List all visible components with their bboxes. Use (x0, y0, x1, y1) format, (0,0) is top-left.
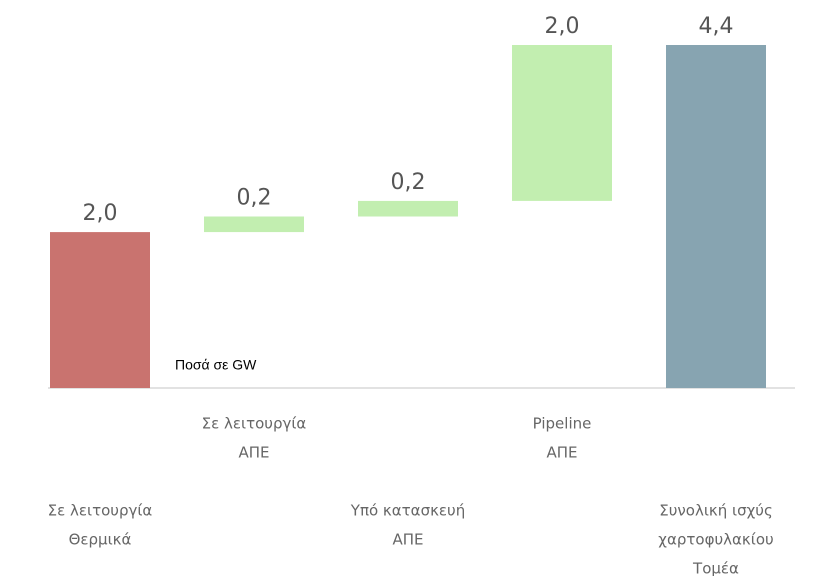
bar (512, 45, 612, 201)
bar (50, 232, 150, 388)
bar (666, 45, 766, 388)
value-label: 0,2 (391, 170, 426, 195)
value-label: 2,0 (83, 201, 118, 226)
category-label: Σε λειτουργία (48, 502, 153, 520)
bar (358, 200, 458, 217)
category-label: ΑΠΕ (392, 531, 423, 549)
category-label: Pipeline (533, 415, 592, 433)
category-label: ΑΠΕ (238, 444, 269, 462)
annotation: Ποσά σε GW (175, 357, 257, 373)
bar (204, 216, 304, 233)
category-label: Τομέα (692, 560, 739, 576)
value-label: 0,2 (237, 186, 272, 211)
category-label: χαρτοφυλακίου (658, 531, 773, 549)
value-label: 2,0 (545, 14, 580, 39)
category-label: Συνολική ισχύς (659, 502, 773, 520)
category-label: ΑΠΕ (546, 444, 577, 462)
category-label: Υπό κατασκευή (350, 502, 465, 520)
category-label: Θερμικά (69, 531, 132, 549)
value-label: 4,4 (699, 14, 734, 39)
category-label: Σε λειτουργία (202, 415, 307, 433)
